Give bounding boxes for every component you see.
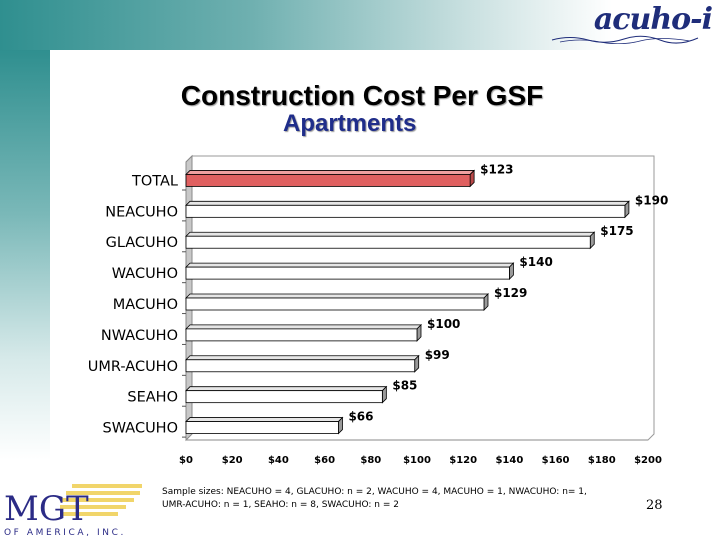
category-label: GLACUHO bbox=[106, 235, 178, 251]
x-tick-label: $160 bbox=[542, 455, 570, 466]
page-number: 28 bbox=[646, 498, 663, 513]
x-tick-label: $60 bbox=[314, 455, 335, 466]
x-tick-label: $20 bbox=[222, 455, 243, 466]
data-label: $85 bbox=[392, 379, 417, 393]
x-tick-label: $140 bbox=[495, 455, 523, 466]
x-tick-label: $0 bbox=[179, 455, 193, 466]
bar bbox=[185, 169, 476, 188]
data-label: $99 bbox=[425, 348, 450, 362]
x-tick-label: $120 bbox=[449, 455, 477, 466]
footnote-line-1: Sample sizes: NEACUHO = 4, GLACUHO: n = … bbox=[162, 487, 587, 497]
data-label: $190 bbox=[635, 193, 668, 207]
category-label: SWACUHO bbox=[103, 421, 178, 437]
mgt-logo: MGT OF AMERICA, INC. bbox=[4, 484, 142, 538]
x-tick-label: $200 bbox=[634, 455, 662, 466]
data-label: $123 bbox=[480, 162, 513, 176]
bar bbox=[185, 385, 388, 404]
category-label: TOTAL bbox=[131, 173, 178, 189]
mgt-logo-tagline: OF AMERICA, INC. bbox=[4, 528, 126, 538]
x-tick-label: $180 bbox=[588, 455, 616, 466]
x-tick-label: $40 bbox=[268, 455, 289, 466]
data-label: $129 bbox=[494, 286, 527, 300]
bar bbox=[185, 231, 596, 250]
sample-size-footnote: Sample sizes: NEACUHO = 4, GLACUHO: n = … bbox=[162, 486, 632, 512]
mgt-logo-stripes-icon bbox=[60, 484, 142, 516]
data-label: $100 bbox=[427, 317, 460, 331]
bar bbox=[185, 323, 422, 342]
category-label: NEACUHO bbox=[105, 204, 178, 220]
x-tick-label: $80 bbox=[360, 455, 381, 466]
category-label: NWACUHO bbox=[101, 328, 178, 344]
chart-subtitle: Apartments bbox=[283, 110, 417, 137]
data-label: $140 bbox=[519, 255, 552, 269]
acuho-logo: acuho-i bbox=[593, 2, 713, 37]
data-label: $175 bbox=[600, 224, 633, 238]
chart-title: Construction Cost Per GSF bbox=[180, 80, 544, 111]
x-tick-label: $100 bbox=[403, 455, 431, 466]
footnote-line-2: UMR-ACUHO: n = 1, SEAHO: n = 8, SWACUHO:… bbox=[162, 500, 399, 510]
category-label: WACUHO bbox=[112, 266, 178, 282]
bar bbox=[185, 200, 630, 219]
bar bbox=[185, 354, 420, 373]
bar bbox=[185, 293, 489, 311]
logo-scribble-icon bbox=[551, 35, 699, 44]
category-label: SEAHO bbox=[127, 390, 178, 406]
category-label: UMR-ACUHO bbox=[88, 359, 178, 375]
mgt-logo-name: MGT bbox=[4, 489, 89, 529]
bar bbox=[185, 416, 344, 435]
data-label: $66 bbox=[348, 410, 373, 424]
bar bbox=[185, 262, 515, 281]
category-label: MACUHO bbox=[113, 297, 178, 313]
side-band bbox=[0, 50, 50, 460]
